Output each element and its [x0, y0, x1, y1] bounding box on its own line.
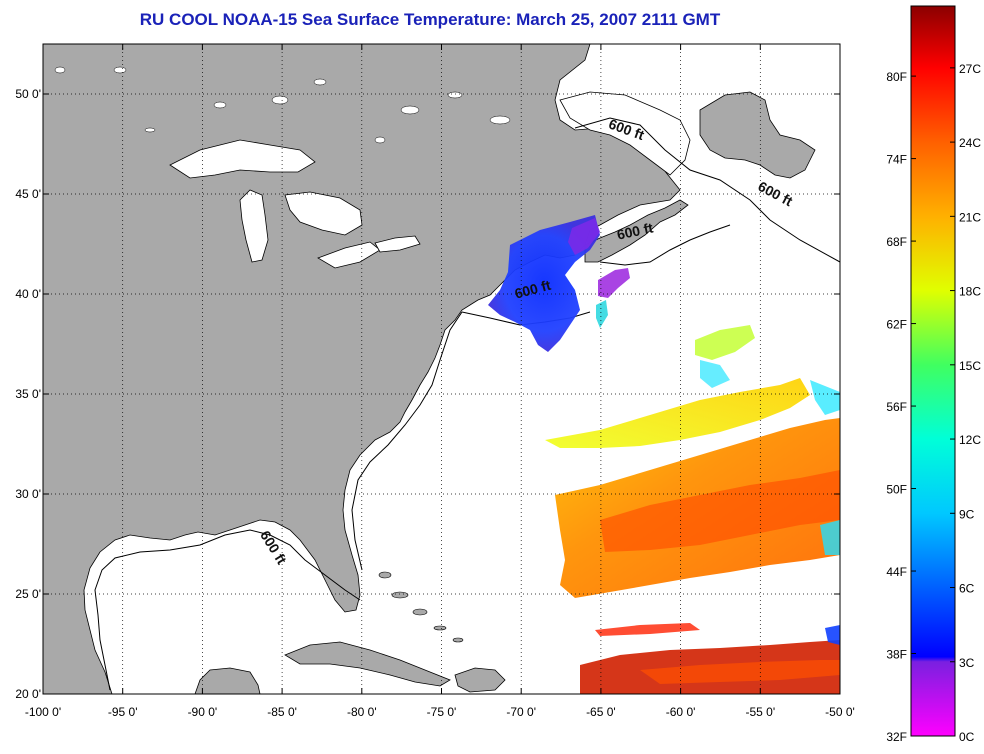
- lon-tick-label: -95 0': [108, 705, 138, 719]
- lat-tick-label: 30 0': [15, 487, 41, 501]
- lon-tick-label: -65 0': [586, 705, 616, 719]
- lat-tick-label: 20 0': [15, 687, 41, 701]
- gulf-of-st-lawrence: [559, 91, 691, 176]
- bahamas-islands: [378, 571, 464, 643]
- newfoundland-island: [699, 91, 816, 179]
- sst-mid-region: [545, 325, 840, 448]
- lon-tick-label: -85 0': [267, 705, 297, 719]
- yucatan-peninsula: [194, 667, 261, 694]
- lat-tick-label: 25 0': [15, 587, 41, 601]
- lon-tick-label: -50 0': [825, 705, 855, 719]
- sst-hot-region: [580, 623, 840, 694]
- map-title: RU COOL NOAA-15 Sea Surface Temperature:…: [139, 10, 721, 29]
- lon-tick-label: -80 0': [347, 705, 377, 719]
- contour-label-600ft: 600 ft: [615, 219, 654, 242]
- lon-tick-label: -100 0': [25, 705, 61, 719]
- lat-lon-grid: [43, 44, 840, 694]
- cuba-island: [284, 641, 451, 687]
- lon-tick-label: -60 0': [666, 705, 696, 719]
- lat-tick-label: 40 0': [15, 287, 41, 301]
- sst-cold-region: [488, 215, 630, 352]
- nova-scotia: [584, 199, 689, 263]
- sst-warm-region: [555, 418, 840, 598]
- lat-tick-label: 45 0': [15, 187, 41, 201]
- lat-tick-label: 35 0': [15, 387, 41, 401]
- lat-tick-label: 50 0': [15, 87, 41, 101]
- northern-lakes: [54, 66, 511, 144]
- great-lakes: [169, 139, 421, 269]
- longitude-axis: -100 0' -95 0' -90 0' -85 0' -80 0' -75 0' -70…: [25, 44, 855, 719]
- lon-tick-label: -90 0': [188, 705, 218, 719]
- lon-tick-label: -55 0': [745, 705, 775, 719]
- depth-contours: [94, 117, 840, 691]
- lon-tick-label: -75 0': [427, 705, 457, 719]
- hispaniola-island: [454, 667, 506, 693]
- lon-tick-label: -70 0': [506, 705, 536, 719]
- latitude-axis: 20 0' 25 0' 30 0' 35 0' 40 0' 45 0' 50 0': [15, 87, 840, 701]
